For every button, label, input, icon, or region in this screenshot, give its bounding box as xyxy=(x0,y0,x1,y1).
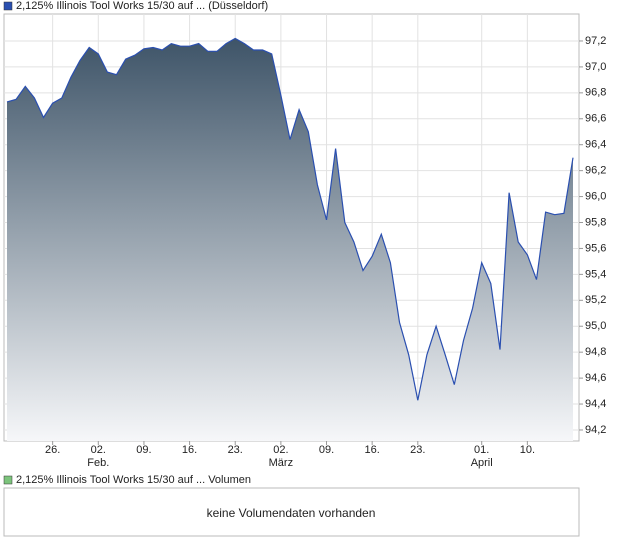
x-tick-label: 23. xyxy=(228,444,243,456)
volume-message: keine Volumendaten vorhanden xyxy=(207,506,376,520)
y-tick-label: 96,6 xyxy=(585,113,606,125)
legend-swatch xyxy=(3,1,13,11)
x-tick-label: 16. xyxy=(182,444,197,456)
y-tick-label: 97,0 xyxy=(585,61,606,73)
y-tick-label: 96,2 xyxy=(585,165,606,177)
x-month-label: Feb. xyxy=(87,457,109,469)
y-tick-label: 96,0 xyxy=(585,190,606,202)
y-tick-label: 96,4 xyxy=(585,139,606,151)
x-tick-label: 02. xyxy=(273,444,288,456)
x-tick-label: 23. xyxy=(410,444,425,456)
y-tick-label: 95,2 xyxy=(585,294,606,306)
x-tick-label: 01. xyxy=(474,444,489,456)
chart-title: 2,125% Illinois Tool Works 15/30 auf ...… xyxy=(16,0,268,12)
legend-swatch xyxy=(3,475,13,485)
x-tick-label: 09. xyxy=(136,444,151,456)
x-month-label: April xyxy=(471,457,493,469)
x-tick-label: 09. xyxy=(319,444,334,456)
y-tick-label: 94,6 xyxy=(585,372,606,384)
line xyxy=(6,37,574,401)
y-tick-label: 94,2 xyxy=(585,424,606,436)
y-tick-label: 97,2 xyxy=(585,35,606,47)
volume-title: 2,125% Illinois Tool Works 15/30 auf ...… xyxy=(16,474,251,486)
x-month-label: März xyxy=(269,457,293,469)
x-tick-label: 26. xyxy=(45,444,60,456)
volume-frame xyxy=(3,487,580,537)
x-tick-label: 02. xyxy=(91,444,106,456)
y-tick-label: 95,6 xyxy=(585,242,606,254)
y-tick-label: 95,0 xyxy=(585,320,606,332)
y-tick-label: 95,8 xyxy=(585,216,606,228)
x-tick-label: 10. xyxy=(520,444,535,456)
y-tick-label: 96,8 xyxy=(585,87,606,99)
y-tick-label: 95,4 xyxy=(585,268,606,280)
y-tick-label: 94,8 xyxy=(585,346,606,358)
area-fill xyxy=(7,38,573,442)
y-tick-label: 94,4 xyxy=(585,398,606,410)
x-tick-label: 16. xyxy=(365,444,380,456)
